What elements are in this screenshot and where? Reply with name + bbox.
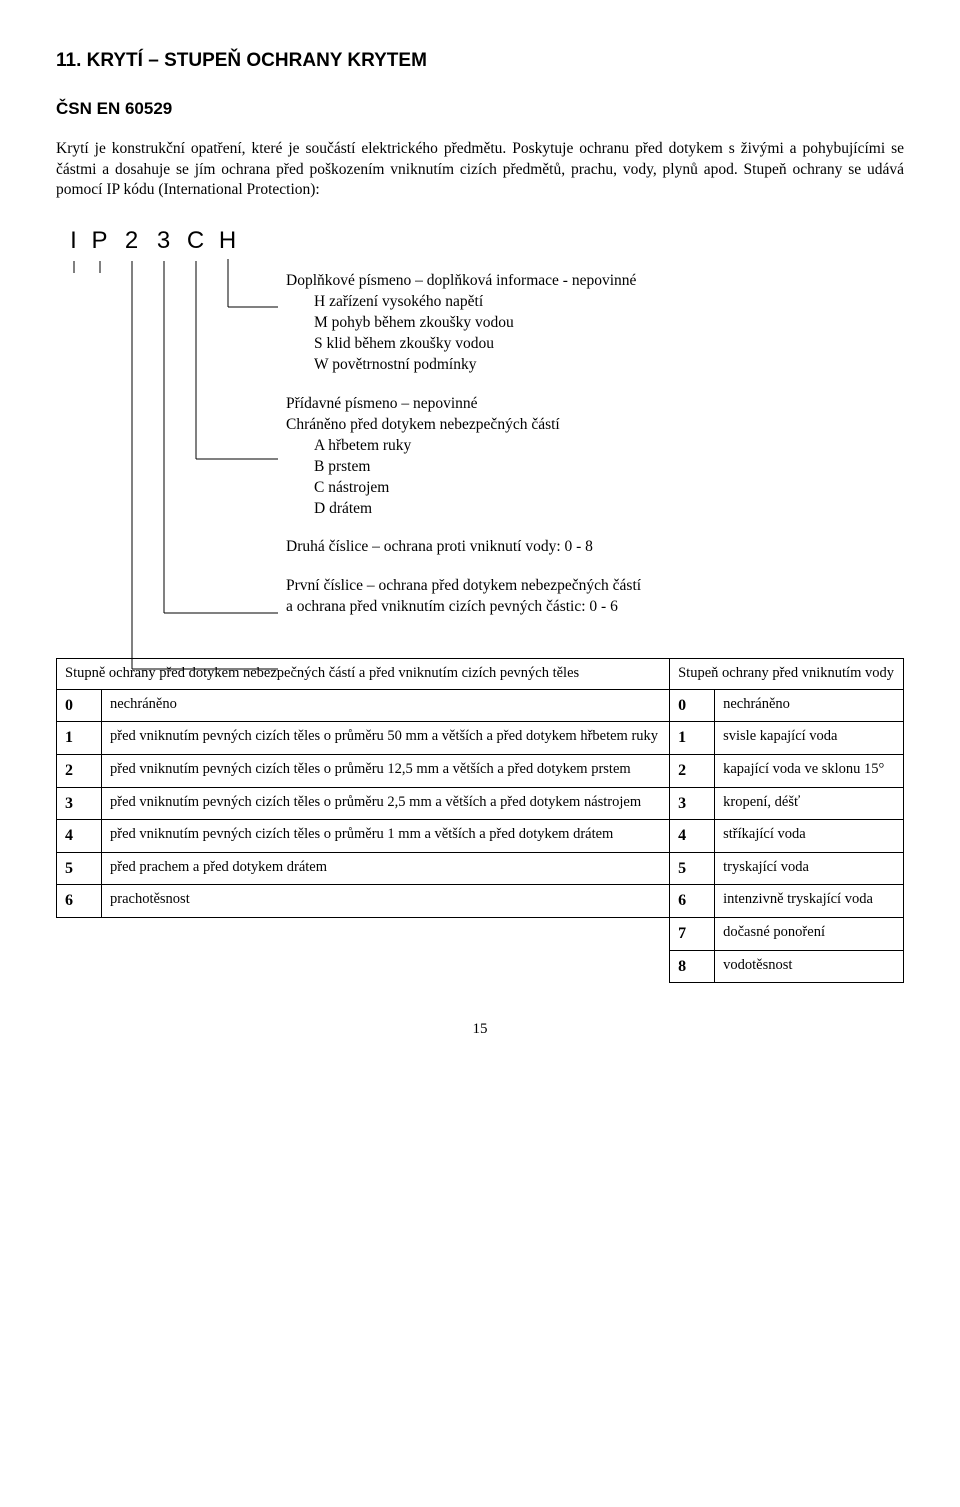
block1-head: Doplňkové písmeno – doplňková informace … [286,271,904,292]
table-left-text: před prachem a před dotykem drátem [102,852,670,885]
list-item: H zařízení vysokého napětí [314,292,904,313]
table-right-text: svisle kapající voda [715,722,904,755]
table-left-num: 2 [57,755,102,788]
ip-code-diagram: IP23CH Doplňkové písmeno – doplňková inf… [56,225,904,618]
block-supplementary-letter: Doplňkové písmeno – doplňková informace … [286,271,904,376]
table-left-num: 4 [57,820,102,853]
standard-code: ČSN EN 60529 [56,98,904,121]
table-right-num: 4 [670,820,715,853]
table-right-num: 6 [670,885,715,918]
table-right-num: 5 [670,852,715,885]
block-additional-letter: Přídavné písmeno – nepovinné Chráněno př… [286,394,904,520]
table-left-text: před vniknutím pevných cizích těles o pr… [102,787,670,820]
list-item: D drátem [314,499,904,520]
intro-paragraph: Krytí je konstrukční opatření, které je … [56,139,904,202]
bracket-lines [56,261,286,741]
table-right-num: 8 [670,950,715,983]
table-right-text: intenzivně tryskající voda [715,885,904,918]
block3-text: Druhá číslice – ochrana proti vniknutí v… [286,537,904,558]
table-right-num: 0 [670,689,715,722]
list-item: B prstem [314,457,904,478]
table-left-text: prachotěsnost [102,885,670,918]
list-item: S klid během zkoušky vodou [314,334,904,355]
table-right-text: dočasné ponoření [715,917,904,950]
table-right-header: Stupeň ochrany před vniknutím vody [670,659,904,690]
ip-letter-5: H [218,225,238,257]
table-right-num: 3 [670,787,715,820]
ip-letter-3: 3 [154,225,174,257]
list-item: C nástrojem [314,478,904,499]
ip-letter-2: 2 [122,225,142,257]
table-right-num: 2 [670,755,715,788]
table-left-num: 6 [57,885,102,918]
table-right-num: 1 [670,722,715,755]
ip-letter-0: I [64,225,84,257]
table-right-text: stříkající voda [715,820,904,853]
table-right-text: kapající voda ve sklonu 15° [715,755,904,788]
table-right-text: nechráněno [715,689,904,722]
table-right-text: kropení, déšť [715,787,904,820]
list-item: A hřbetem ruky [314,436,904,457]
table-left-text: před vniknutím pevných cizích těles o pr… [102,755,670,788]
block-second-digit: Druhá číslice – ochrana proti vniknutí v… [286,537,904,558]
table-left-text: před vniknutím pevných cizích těles o pr… [102,820,670,853]
block2-sub: Chráněno před dotykem nebezpečných částí [286,415,904,436]
section-title: 11. KRYTÍ – STUPEŇ OCHRANY KRYTEM [56,48,904,74]
page-number: 15 [56,1019,904,1039]
block4b-text: a ochrana před vniknutím cizích pevných … [286,597,904,618]
table-left-num: 3 [57,787,102,820]
ip-letter-1: P [90,225,110,257]
table-left-blank [57,917,670,982]
block4a-text: První číslice – ochrana před dotykem neb… [286,576,904,597]
list-item: W povětrnostní podmínky [314,355,904,376]
table-right-text: tryskající voda [715,852,904,885]
ip-letter-4: C [186,225,206,257]
list-item: M pohyb během zkoušky vodou [314,313,904,334]
block-first-digit: První číslice – ochrana před dotykem neb… [286,576,904,618]
block2-items: A hřbetem rukyB prstemC nástrojemD dráte… [286,436,904,520]
table-right-num: 7 [670,917,715,950]
block2-head: Přídavné písmeno – nepovinné [286,394,904,415]
table-right-text: vodotěsnost [715,950,904,983]
block1-items: H zařízení vysokého napětíM pohyb během … [286,292,904,376]
table-left-num: 5 [57,852,102,885]
